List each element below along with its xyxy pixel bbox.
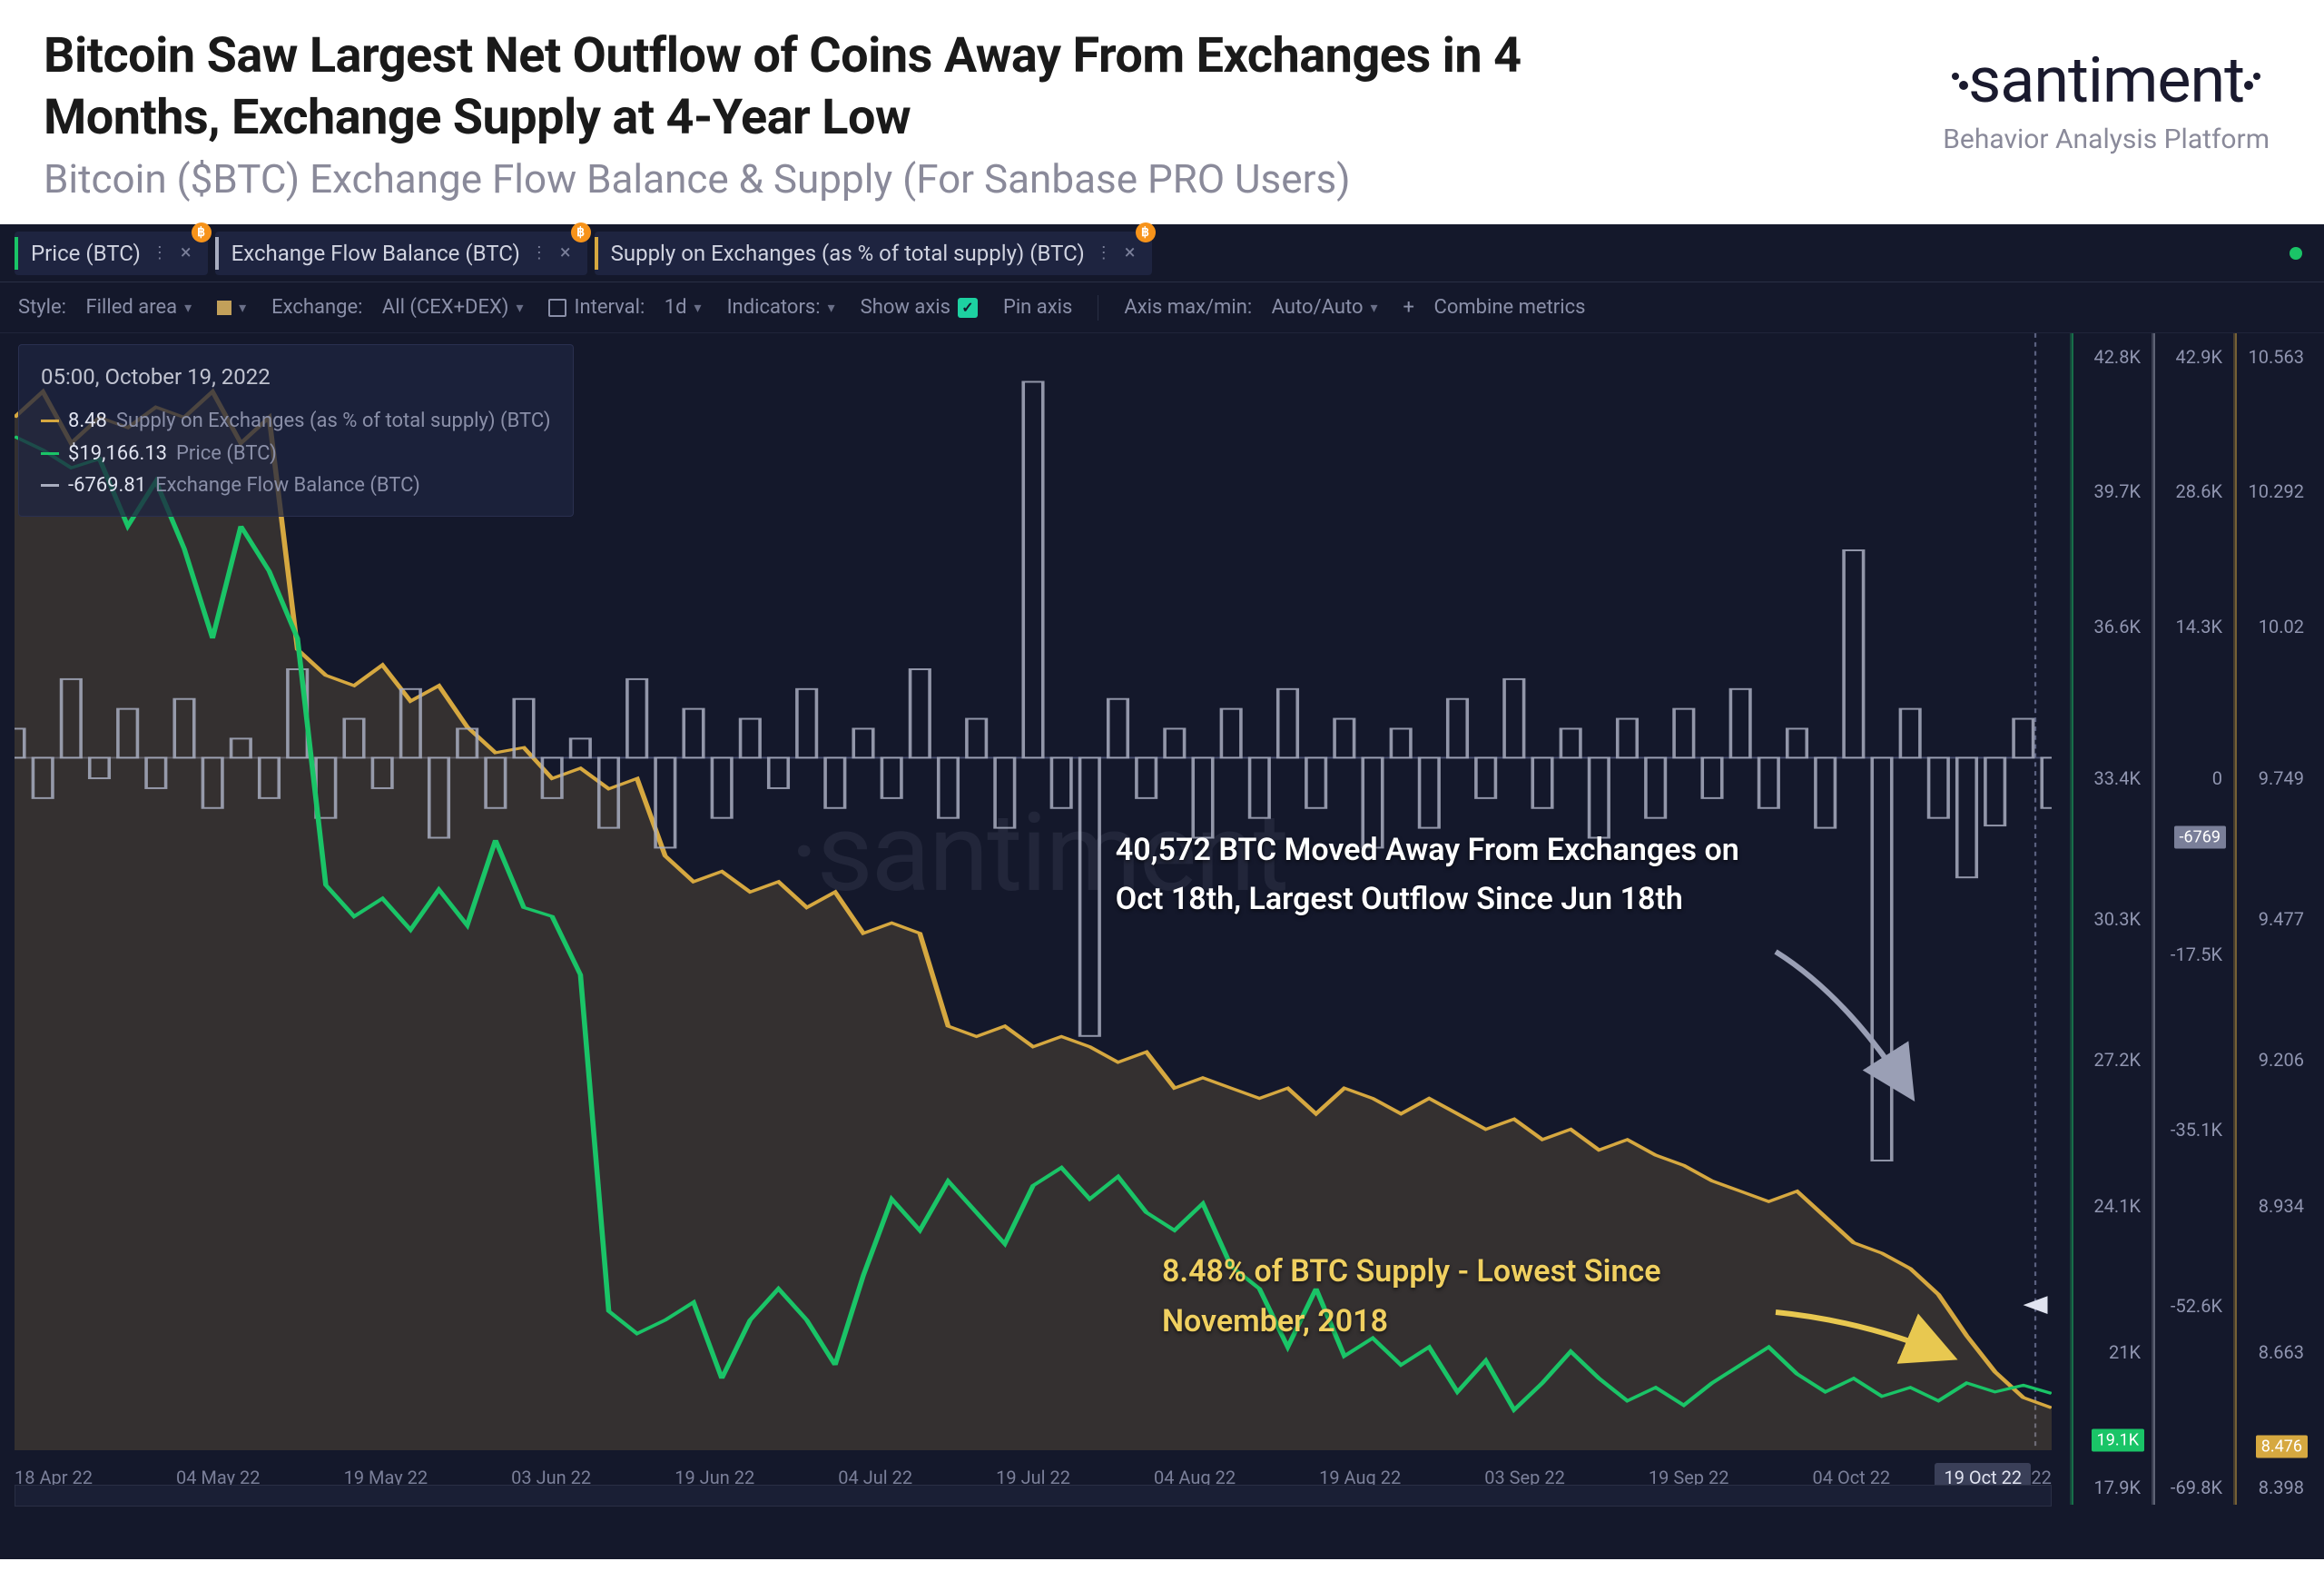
show-axis-toggle[interactable]: Show axis ✓ [861,296,978,319]
close-icon[interactable]: × [560,242,571,264]
metric-tabs: Price (BTC) ⋮ × ฿Exchange Flow Balance (… [0,224,2324,282]
tab-label: Price (BTC) [31,241,141,266]
y-tick: -69.8K [2171,1477,2222,1498]
y-tick: 39.7K [2093,480,2141,502]
info-row: 8.48 Supply on Exchanges (as % of total … [41,405,551,437]
y-tick: 9.749 [2259,767,2304,789]
logo-tagline: Behavior Analysis Platform [1943,124,2270,155]
logo-block: santiment Behavior Analysis Platform [1943,25,2270,155]
chart-area[interactable]: ·santiment· 05:00, October 19, 2022 8.48… [0,333,2324,1505]
page-subtitle: Bitcoin ($BTC) Exchange Flow Balance & S… [44,155,1587,203]
header: Bitcoin Saw Largest Net Outflow of Coins… [0,0,2324,224]
y-axis-panel: 42.9K 28.6K 14.3K 0 -17.5K -35.1K -52.6K -69.8K… [2152,333,2231,1505]
chart-toolbar: Style: Filled area ▾ ▾ Exchange: All (CE… [0,282,2324,333]
combine-metrics-button[interactable]: + Combine metrics [1403,296,1586,319]
y-tick: 30.3K [2093,908,2141,930]
annotation-supply: 8.48% of BTC Supply - Lowest Since Novem… [1162,1247,1761,1346]
santiment-logo: santiment [1943,44,2270,118]
axis-current-badge: 19.1K [2092,1429,2144,1452]
calendar-icon [548,299,566,317]
pin-axis-button[interactable]: Pin axis [1003,296,1072,319]
style-selector[interactable]: Style: Filled area ▾ [18,296,192,319]
checkmark-icon: ✓ [958,298,978,318]
metric-tab[interactable]: Price (BTC) ⋮ × ฿ [15,232,208,275]
y-tick: 21K [2109,1341,2141,1363]
interval-selector[interactable]: Interval: 1d ▾ [548,296,701,319]
tab-options-icon[interactable]: ⋮ [1096,243,1114,262]
y-tick: 10.563 [2249,346,2304,368]
annotation-outflow: 40,572 BTC Moved Away From Exchanges on … [1116,825,1787,924]
y-tick: 0 [2212,767,2222,789]
tab-label: Exchange Flow Balance (BTC) [231,241,520,266]
y-axis-panel: 10.563 10.292 10.02 9.749 9.477 9.206 8.934 8.6… [2233,333,2313,1505]
y-tick: 10.292 [2249,480,2304,502]
y-tick: 8.398 [2259,1477,2304,1498]
tab-options-icon[interactable]: ⋮ [531,243,549,262]
axis-current-badge: 8.476 [2256,1435,2308,1457]
y-tick: -17.5K [2171,944,2222,965]
metric-tab[interactable]: Exchange Flow Balance (BTC) ⋮ × ฿ [215,232,587,275]
minimap[interactable] [15,1485,2052,1507]
y-tick: 8.663 [2259,1341,2304,1363]
indicators-selector[interactable]: Indicators: ▾ [727,296,835,319]
plus-icon: + [1403,296,1414,319]
tab-label: Supply on Exchanges (as % of total suppl… [611,241,1085,266]
y-tick: 9.206 [2259,1049,2304,1071]
y-tick: 36.6K [2093,616,2141,637]
tab-options-icon[interactable]: ⋮ [152,243,170,262]
y-tick: 28.6K [2175,480,2222,502]
y-tick: 9.477 [2259,908,2304,930]
y-tick: 10.02 [2259,616,2304,637]
page-title: Bitcoin Saw Largest Net Outflow of Coins… [44,25,1587,148]
metric-tab[interactable]: Supply on Exchanges (as % of total suppl… [595,232,1152,275]
close-icon[interactable]: × [181,242,192,264]
y-axis-panel: 42.8K 39.7K 36.6K 33.4K 30.3K 27.2K 24.1K 21K 17… [2070,333,2150,1505]
color-swatch[interactable]: ▾ [217,299,246,316]
axis-minmax-selector[interactable]: Axis max/min: Auto/Auto ▾ [1124,296,1377,319]
info-timestamp: 05:00, October 19, 2022 [41,360,551,394]
chart-app: Price (BTC) ⋮ × ฿Exchange Flow Balance (… [0,224,2324,1559]
y-tick: 17.9K [2093,1477,2141,1498]
y-tick: -52.6K [2171,1295,2222,1317]
y-tick: 42.9K [2175,346,2222,368]
y-tick: 8.934 [2259,1195,2304,1217]
hover-info-box: 05:00, October 19, 2022 8.48 Supply on E… [18,344,574,517]
y-tick: 27.2K [2093,1049,2141,1071]
y-tick: 24.1K [2093,1195,2141,1217]
info-row: $19,166.13 Price (BTC) [41,438,551,469]
y-tick: 33.4K [2093,767,2141,789]
close-icon[interactable]: × [1125,242,1136,264]
bitcoin-badge-icon: ฿ [1136,222,1156,242]
exchange-selector[interactable]: Exchange: All (CEX+DEX) ▾ [271,296,523,319]
y-tick: 42.8K [2093,346,2141,368]
bitcoin-badge-icon: ฿ [571,222,591,242]
info-row: -6769.81 Exchange Flow Balance (BTC) [41,469,551,501]
y-tick: -35.1K [2171,1119,2222,1141]
y-tick: 14.3K [2175,616,2222,637]
connection-status-dot [2290,247,2302,260]
bitcoin-badge-icon: ฿ [192,222,212,242]
axis-current-badge: -6769 [2174,825,2226,848]
